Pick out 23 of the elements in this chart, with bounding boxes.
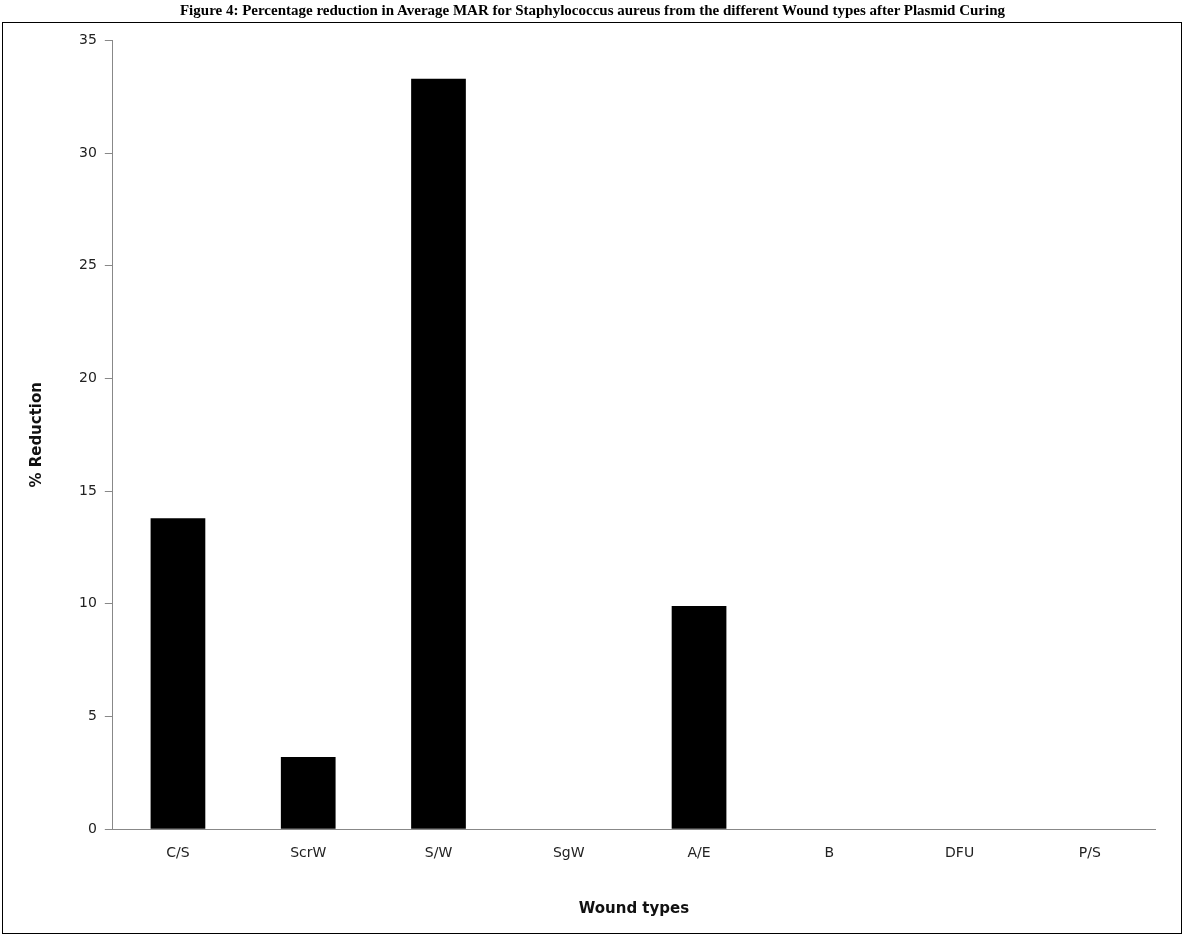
x-tick-label: S/W (424, 844, 453, 861)
y-tick-label: 20 (78, 369, 97, 386)
y-tick-label: 25 (78, 256, 97, 273)
y-tick-label: 30 (78, 143, 97, 160)
chart-title: Figure 4: Percentage reduction in Average MAR for Staphylococcus aureus from the different Wound types after Plasmid Curing (178, 1, 1007, 20)
y-tick-label: 35 (78, 31, 97, 48)
x-tick-label: DFU (945, 844, 975, 861)
x-tick-label: ScrW (290, 844, 327, 861)
x-tick-label: A/E (687, 844, 711, 861)
x-tick-label: B (824, 844, 835, 861)
bar (671, 606, 727, 829)
x-tick-label: SgW (552, 844, 585, 861)
bar (150, 518, 206, 829)
bar (280, 757, 336, 829)
x-axis-title: Wound types (578, 898, 690, 917)
y-tick-label: 10 (78, 594, 97, 611)
y-tick-label: 0 (87, 819, 97, 836)
x-tick-label: C/S (166, 844, 190, 861)
x-tick-label: P/S (1078, 844, 1101, 861)
y-axis-title: % Reduction (26, 382, 45, 488)
y-tick-label: 5 (87, 707, 97, 724)
bar (411, 78, 466, 829)
y-tick-label: 15 (78, 481, 97, 498)
